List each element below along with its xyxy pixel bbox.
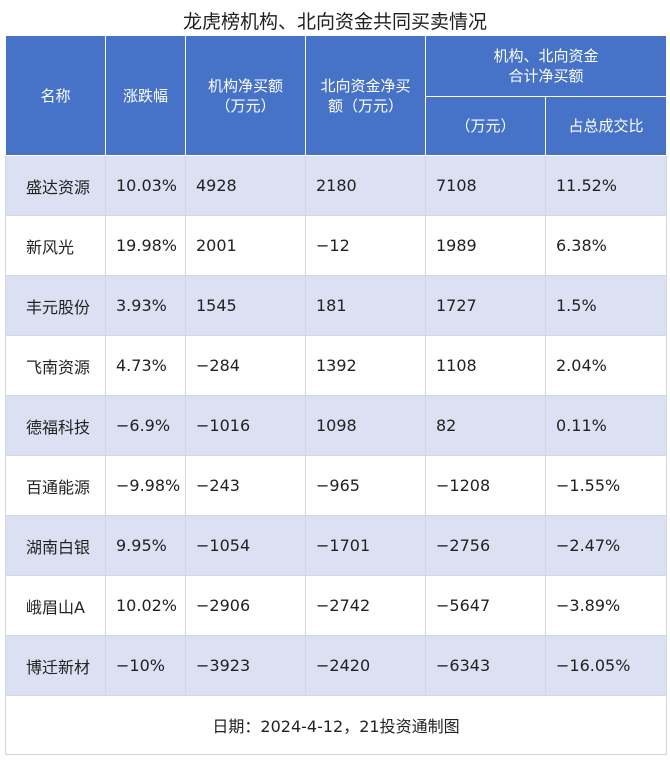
footer-note: 日期：2024-4-12，21投资通制图 — [4, 695, 668, 755]
table-row: 德福科技 −6.9% −1016 1098 82 0.11% — [5, 395, 668, 456]
cell-name: 博迁新材 — [5, 635, 106, 696]
cell-change: 19.98% — [105, 215, 186, 276]
cell-share: −1.55% — [544, 455, 668, 516]
header-combined-amount: （万元） — [425, 96, 546, 156]
cell-inst-net: −243 — [185, 455, 306, 516]
cell-name: 丰元股份 — [5, 275, 106, 336]
header-north-net-line2: 额（万元） — [327, 96, 403, 115]
cell-change: 10.02% — [105, 575, 186, 636]
cell-name: 盛达资源 — [5, 155, 106, 216]
cell-change: 3.93% — [105, 275, 186, 336]
cell-north-net: −2742 — [305, 575, 426, 636]
cell-north-net: 1098 — [305, 395, 426, 456]
table-row: 百通能源 −9.98% −243 −965 −1208 −1.55% — [5, 455, 668, 516]
table-row: 博迁新材 −10% −3923 −2420 −6343 −16.05% — [5, 635, 668, 696]
header-change: 涨跌幅 — [105, 35, 186, 156]
cell-inst-net: 2001 — [185, 215, 306, 276]
cell-share: −3.89% — [544, 575, 668, 636]
table-row: 盛达资源 10.03% 4928 2180 7108 11.52% — [5, 155, 668, 216]
cell-combined-net: −6343 — [425, 635, 546, 696]
cell-combined-net: −1208 — [425, 455, 546, 516]
table-header: 名称 涨跌幅 机构净买额 （万元） 北向资金净买 额（万元） 机构、北向资金 合… — [5, 35, 668, 156]
cell-change: 4.73% — [105, 335, 186, 396]
header-north-net-line1: 北向资金净买 — [320, 76, 411, 95]
header-inst-net-line2: （万元） — [215, 96, 276, 115]
cell-inst-net: −284 — [185, 335, 306, 396]
cell-combined-net: 1989 — [425, 215, 546, 276]
cell-north-net: 2180 — [305, 155, 426, 216]
cell-combined-net: 1727 — [425, 275, 546, 336]
header-north-net: 北向资金净买 额（万元） — [305, 35, 426, 156]
cell-change: −10% — [105, 635, 186, 696]
cell-share: 11.52% — [544, 155, 668, 216]
cell-name: 湖南白银 — [5, 515, 106, 576]
cell-name: 德福科技 — [5, 395, 106, 456]
cell-inst-net: 4928 — [185, 155, 306, 216]
cell-inst-net: −1016 — [185, 395, 306, 456]
page-title: 龙虎榜机构、北向资金共同买卖情况 — [182, 11, 487, 33]
cell-change: 9.95% — [105, 515, 186, 576]
cell-name: 百通能源 — [5, 455, 106, 516]
cell-north-net: 1392 — [305, 335, 426, 396]
cell-share: 2.04% — [544, 335, 668, 396]
table-row: 丰元股份 3.93% 1545 181 1727 1.5% — [5, 275, 668, 336]
header-inst-net-line1: 机构净买额 — [207, 76, 283, 95]
data-table: 名称 涨跌幅 机构净买额 （万元） 北向资金净买 额（万元） 机构、北向资金 合… — [4, 35, 668, 755]
cell-inst-net: −2906 — [185, 575, 306, 636]
cell-share: −16.05% — [544, 635, 668, 696]
cell-change: −6.9% — [105, 395, 186, 456]
cell-name: 新风光 — [5, 215, 106, 276]
cell-change: 10.03% — [105, 155, 186, 216]
cell-change: −9.98% — [105, 455, 186, 516]
header-share: 占总成交比 — [544, 96, 668, 156]
cell-share: 6.38% — [544, 215, 668, 276]
cell-north-net: −1701 — [305, 515, 426, 576]
table-row: 飞南资源 4.73% −284 1392 1108 2.04% — [5, 335, 668, 396]
cell-combined-net: −2756 — [425, 515, 546, 576]
header-name: 名称 — [5, 35, 106, 156]
cell-north-net: −2420 — [305, 635, 426, 696]
header-inst-net: 机构净买额 （万元） — [185, 35, 306, 156]
cell-combined-net: 1108 — [425, 335, 546, 396]
header-combined-line1: 机构、北向资金 — [493, 47, 599, 65]
cell-share: 0.11% — [544, 395, 668, 456]
table-row: 新风光 19.98% 2001 −12 1989 6.38% — [5, 215, 668, 276]
cell-share: −2.47% — [544, 515, 668, 576]
cell-inst-net: −3923 — [185, 635, 306, 696]
cell-combined-net: 82 — [425, 395, 546, 456]
cell-north-net: −965 — [305, 455, 426, 516]
cell-name: 飞南资源 — [5, 335, 106, 396]
header-combined-line2: 合计净买额 — [508, 67, 584, 85]
cell-combined-net: −5647 — [425, 575, 546, 636]
cell-name: 峨眉山A — [5, 575, 106, 636]
table-row: 峨眉山A 10.02% −2906 −2742 −5647 −3.89% — [5, 575, 668, 636]
cell-north-net: −12 — [305, 215, 426, 276]
cell-north-net: 181 — [305, 275, 426, 336]
cell-combined-net: 7108 — [425, 155, 546, 216]
cell-inst-net: −1054 — [185, 515, 306, 576]
cell-inst-net: 1545 — [185, 275, 306, 336]
table-row: 湖南白银 9.95% −1054 −1701 −2756 −2.47% — [5, 515, 668, 576]
table-body: 盛达资源 10.03% 4928 2180 7108 11.52% 新风光 19.98% 200… — [5, 155, 668, 696]
header-combined-group: 机构、北向资金 合计净买额 — [424, 35, 668, 97]
cell-share: 1.5% — [544, 275, 668, 336]
